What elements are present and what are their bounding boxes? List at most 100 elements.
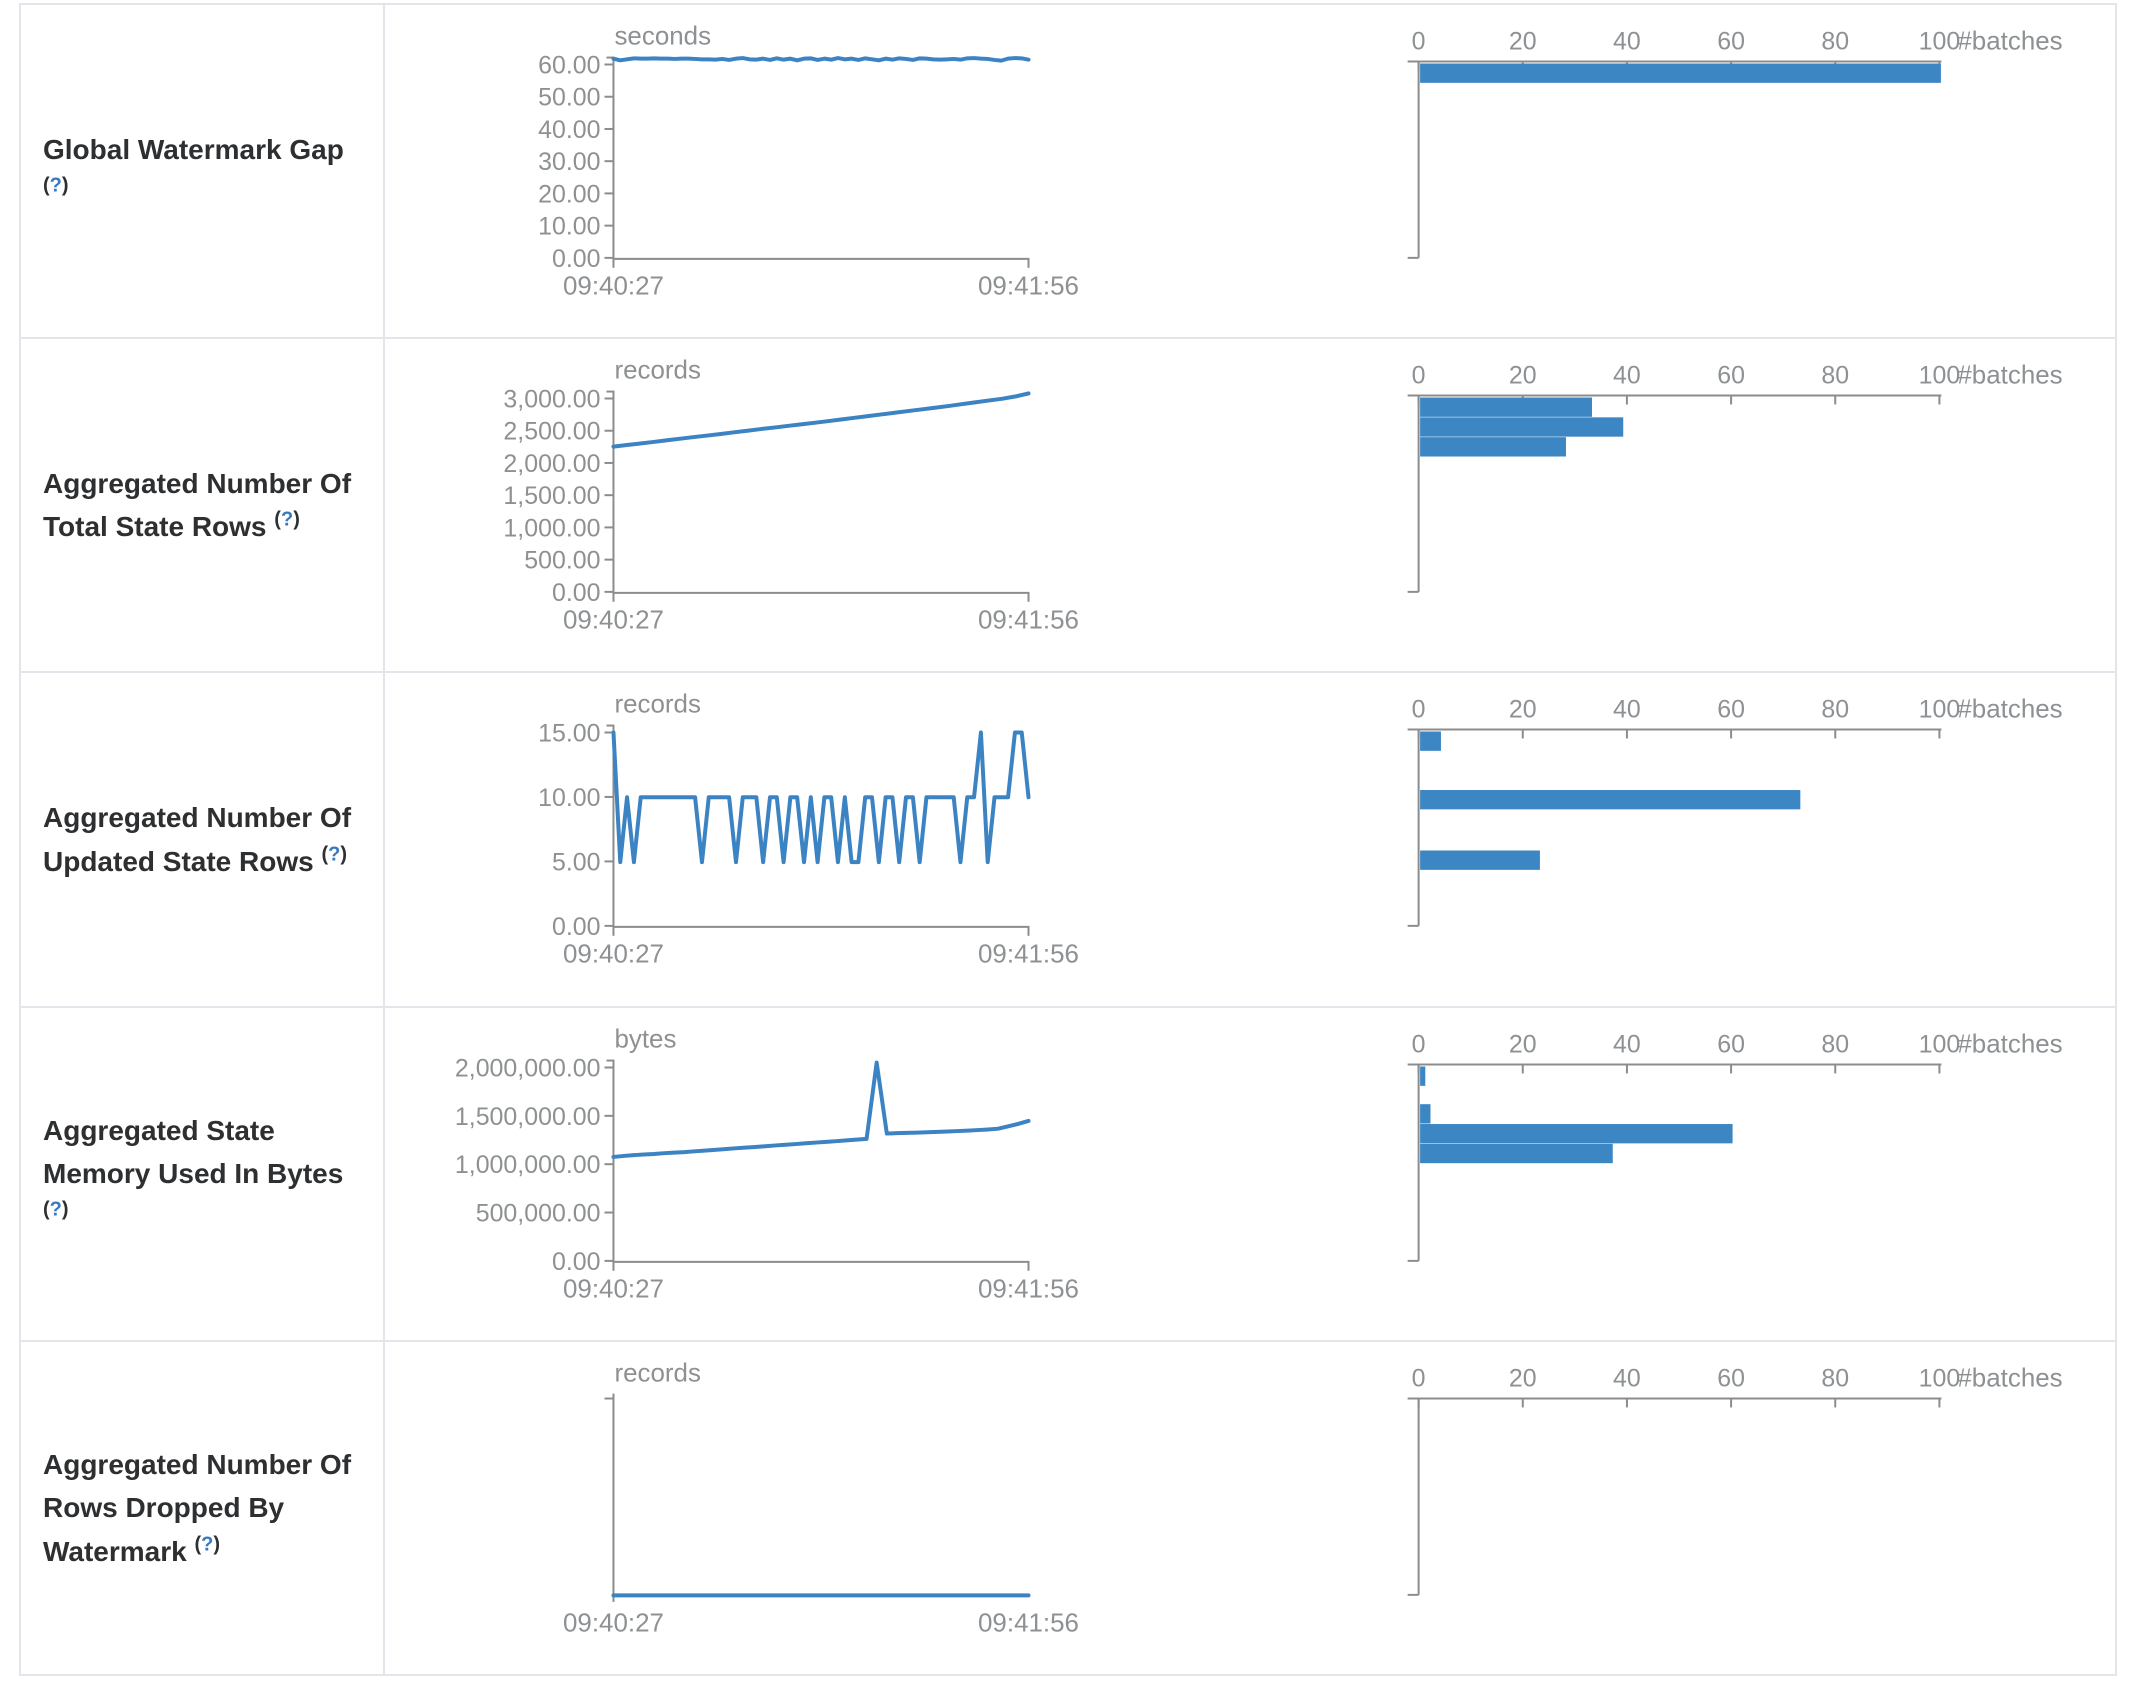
timeline-y-tick-label: 2,000.00 [503, 450, 600, 478]
metric-label-text: Aggregated Number Of Updated State Rows … [43, 796, 361, 883]
histogram-x-tick-label: 60 [1717, 1365, 1745, 1393]
help-tooltip-link[interactable]: (?) [194, 1533, 220, 1555]
histogram-x-tick-label: 20 [1509, 28, 1537, 56]
help-tooltip-link[interactable]: (?) [274, 509, 300, 531]
timeline-unit-label: bytes [614, 1025, 676, 1053]
histogram-x-tick-label: 100 [1919, 1365, 1961, 1393]
timeline-and-histogram-chart: records 3,000.00 2,500.00 2,000.00 1,500.00 1… [503, 357, 2062, 635]
metric-label-cell: Aggregated State Memory Used In Bytes (?… [21, 1007, 385, 1340]
timeline-y-tick-label: 1,500.00 [503, 482, 600, 510]
timeline-y-tick-label: 20.00 [538, 180, 600, 208]
timeline-y-tick-label: 0.00 [552, 245, 601, 273]
paren-open: ( [43, 1199, 50, 1222]
metric-charts-cell: records 09:40:27 09:41:56 0 20 40 60 80 100 #batc… [385, 1342, 2115, 1674]
histogram-axis-unit-label: #batches [1957, 362, 2062, 390]
histogram-bar [1420, 1103, 1431, 1124]
paren-close: ) [61, 1199, 69, 1222]
metric-charts-cell: bytes 2,000,000.00 1,500,000.00 1,000,000.0… [385, 1008, 2115, 1340]
question-mark-icon[interactable]: ? [201, 1533, 214, 1556]
histogram-x-tick-label: 100 [1919, 1030, 1961, 1058]
metric-name: Global Watermark Gap [43, 133, 344, 165]
histogram-x-tick-label: 0 [1412, 362, 1426, 390]
histogram-x-tick-label: 60 [1717, 362, 1745, 390]
histogram-bar [1420, 790, 1801, 810]
timeline-x-start-label: 09:40:27 [563, 1609, 664, 1637]
timeline-and-histogram-chart: bytes 2,000,000.00 1,500,000.00 1,000,000.0… [455, 1025, 2063, 1303]
help-tooltip-link[interactable]: (?) [43, 1199, 69, 1221]
histogram-x-tick-label: 80 [1821, 1030, 1849, 1058]
histogram-x-tick-label: 40 [1613, 362, 1641, 390]
histogram-x-tick-label: 100 [1919, 696, 1961, 724]
help-tooltip-link[interactable]: (?) [321, 843, 347, 865]
histogram-x-tick-label: 60 [1717, 1030, 1745, 1058]
metric-row: Aggregated Number Of Total State Rows (?… [21, 339, 2115, 674]
histogram-x-tick-label: 80 [1821, 28, 1849, 56]
histogram-bar [1420, 397, 1593, 418]
histogram-x-tick-label: 40 [1613, 696, 1641, 724]
paren-open: ( [194, 1533, 202, 1556]
help-tooltip-link[interactable]: (?) [43, 175, 69, 197]
histogram-bar [1420, 1066, 1426, 1086]
histogram-bar [1420, 63, 1941, 83]
metric-row: Aggregated Number Of Updated State Rows … [21, 673, 2115, 1008]
histogram-axis-unit-label: #batches [1957, 1365, 2062, 1393]
histogram-x-tick-label: 20 [1509, 1365, 1537, 1393]
question-mark-icon[interactable]: ? [49, 174, 62, 197]
timeline-y-tick-label: 0.00 [552, 913, 601, 941]
timeline-x-end-label: 09:41:56 [978, 941, 1079, 969]
timeline-y-tick-label: 1,500,000.00 [455, 1102, 601, 1130]
metric-row: Global Watermark Gap (?) seconds 60.00 50.… [21, 5, 2115, 340]
metric-label-cell: Aggregated Number Of Total State Rows (?… [21, 339, 385, 672]
metric-label-cell: Global Watermark Gap (?) [21, 5, 385, 338]
timeline-unit-label: seconds [614, 23, 711, 51]
timeline-x-start-label: 09:40:27 [563, 273, 664, 301]
timeline-y-tick-label: 3,000.00 [503, 386, 600, 414]
timeline-line-series [611, 730, 1031, 865]
histogram-x-tick-label: 60 [1717, 28, 1745, 56]
metrics-table: Global Watermark Gap (?) seconds 60.00 50.… [19, 3, 2117, 1676]
paren-close: ) [293, 508, 300, 531]
paren-open: ( [274, 508, 281, 531]
question-mark-icon[interactable]: ? [280, 508, 294, 531]
timeline-y-tick-label: 40.00 [538, 116, 600, 144]
timeline-y-tick-label: 50.00 [538, 84, 600, 112]
timeline-x-start-label: 09:40:27 [563, 941, 664, 969]
histogram-axis-unit-label: #batches [1957, 1030, 2062, 1058]
question-mark-icon[interactable]: ? [49, 1199, 62, 1222]
histogram-bar [1420, 1123, 1733, 1143]
histogram-x-tick-label: 80 [1821, 1365, 1849, 1393]
timeline-and-histogram-chart: seconds 60.00 50.00 40.00 30.00 20.00 10.00 0.0… [538, 23, 2063, 301]
timeline-and-histogram-chart: records 09:40:27 09:41:56 0 20 40 60 80 100#batc… [563, 1360, 2063, 1638]
paren-close: ) [213, 1533, 221, 1556]
timeline-y-tick-label: 500.00 [524, 547, 600, 575]
metric-name: Aggregated Number Of Updated State Rows [43, 802, 352, 877]
timeline-y-tick-label: 0.00 [552, 1247, 601, 1275]
timeline-x-start-label: 09:40:27 [563, 607, 664, 635]
histogram-x-tick-label: 20 [1509, 1030, 1537, 1058]
metric-name: Aggregated State Memory Used In Bytes [43, 1114, 344, 1190]
metric-label-text: Aggregated State Memory Used In Bytes (?… [43, 1109, 361, 1239]
metric-charts-cell: seconds 60.00 50.00 40.00 30.00 20.00 10.00 0.0… [385, 5, 2115, 337]
timeline-x-start-label: 09:40:27 [563, 1275, 664, 1303]
timeline-y-tick-label: 1,000,000.00 [455, 1151, 601, 1179]
histogram-x-tick-label: 80 [1821, 362, 1849, 390]
metric-label-text: Global Watermark Gap (?) [43, 128, 361, 215]
histogram-x-tick-label: 100 [1919, 28, 1961, 56]
timeline-y-tick-label: 10.00 [538, 784, 600, 812]
timeline-y-tick-label: 5.00 [552, 849, 601, 877]
histogram-x-tick-label: 60 [1717, 696, 1745, 724]
histogram-x-tick-label: 20 [1509, 696, 1537, 724]
metric-label-text: Aggregated Number Of Total State Rows (?… [43, 462, 361, 549]
metric-label-cell: Aggregated Number Of Rows Dropped By Wat… [21, 1341, 385, 1675]
histogram-x-tick-label: 40 [1613, 1365, 1641, 1393]
metric-row: Aggregated Number Of Rows Dropped By Wat… [21, 1341, 2115, 1675]
timeline-unit-label: records [614, 1360, 700, 1388]
paren-close: ) [340, 843, 348, 866]
question-mark-icon[interactable]: ? [328, 843, 341, 866]
histogram-x-tick-label: 40 [1613, 1030, 1641, 1058]
timeline-y-tick-label: 1,000.00 [503, 515, 600, 543]
timeline-y-tick-label: 500,000.00 [476, 1199, 601, 1227]
histogram-bar [1420, 417, 1624, 437]
